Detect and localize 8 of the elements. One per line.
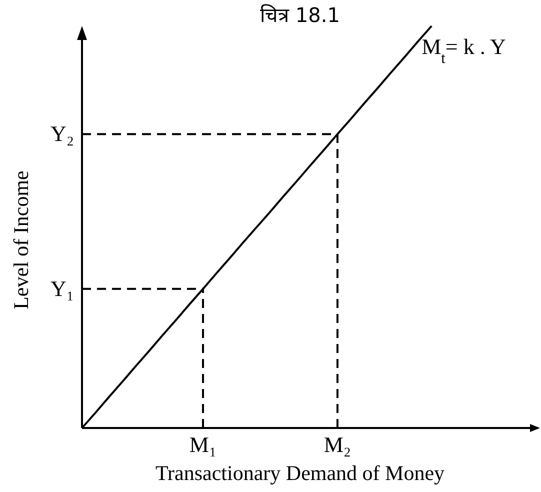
ref-line-label: Y₂	[50, 121, 74, 146]
ref-line-label: Y₁	[50, 276, 74, 301]
series-label: M$_{t}$= k . Y	[422, 34, 506, 66]
x-axis-title: Transactionary Demand of Money	[155, 461, 446, 485]
chart-title: चित्र 18.1	[260, 3, 340, 27]
y-axis-title: Level of Income	[9, 170, 33, 310]
x-tick-label: M₁	[189, 432, 217, 457]
x-tick-label: M₂	[324, 432, 352, 457]
